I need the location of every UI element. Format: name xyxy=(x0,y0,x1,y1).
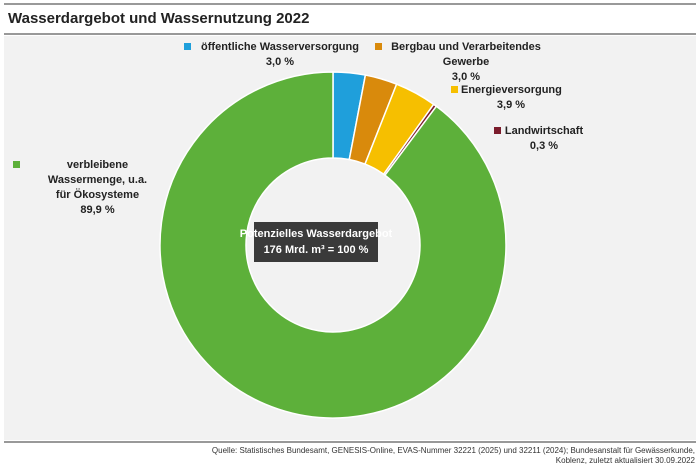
source-note: Koblenz, zuletzt aktualisiert 30.09.2022 xyxy=(556,456,696,465)
center-box xyxy=(254,222,378,262)
slice-label: Bergbau und Verarbeitendes Gewerbe 3,0 % xyxy=(386,40,546,85)
category-label: Bergbau und Verarbeitendes Gewerbe xyxy=(391,41,541,68)
center-label: 176 Mrd. m³ = 100 % xyxy=(264,244,369,256)
category-label: Landwirtschaft xyxy=(504,125,584,137)
category-label: verbleibene Wassermenge, u.a. für Ökosys… xyxy=(47,159,148,201)
category-label: öffentliche Wasserversorgung xyxy=(201,41,359,53)
legend-swatch xyxy=(494,127,501,134)
category-label: Energieversorgung xyxy=(461,84,562,96)
legend-swatch xyxy=(184,43,191,50)
value-label: 3,0 % xyxy=(451,71,481,83)
source-note: Quelle: Statistisches Bundesamt, GENESIS… xyxy=(212,446,695,455)
legend-swatch xyxy=(451,86,458,93)
slice-label: öffentliche Wasserversorgung 3,0 % xyxy=(194,40,366,70)
center-label: Potenzielles Wasserdargebot xyxy=(240,228,393,240)
value-label: 3,9 % xyxy=(496,99,526,111)
value-label: 3,0 % xyxy=(265,56,295,68)
slice-label: Landwirtschaft 0,3 % xyxy=(504,124,584,154)
legend-swatch xyxy=(13,161,20,168)
slice xyxy=(159,71,507,419)
legend-swatch xyxy=(375,43,382,50)
slice-label: Energieversorgung 3,9 % xyxy=(461,83,562,113)
chart-title: Wasserdargebot und Wassernutzung 2022 xyxy=(8,10,309,27)
value-label: 0,3 % xyxy=(529,140,559,152)
value-label: 89,9 % xyxy=(80,204,115,216)
slice-label: verbleibene Wassermenge, u.a. für Ökosys… xyxy=(40,158,155,218)
